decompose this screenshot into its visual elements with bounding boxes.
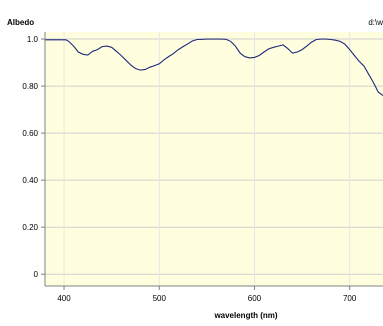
chart-title: Albedo	[7, 18, 34, 27]
x-tick-label: 500	[153, 294, 167, 303]
file-path-label: d:\w	[368, 18, 383, 27]
y-tick-label: 0.80	[22, 82, 38, 91]
x-tick-label: 700	[343, 294, 357, 303]
y-tick-label: 0.20	[22, 223, 38, 232]
series-layer	[45, 38, 383, 96]
x-axis-ticks: 400 500 600 700	[57, 286, 357, 303]
plot-area	[45, 32, 383, 286]
y-tick-label: 0.40	[22, 176, 38, 185]
x-tick-label: 400	[57, 294, 71, 303]
y-tick-label: 0	[34, 270, 39, 279]
y-axis-ticks: 0 0.20 0.40 0.60 0.80 1.0	[22, 35, 45, 279]
x-tick-label: 600	[248, 294, 262, 303]
y-tick-label: 0.60	[22, 129, 38, 138]
x-axis-title: wavelength (nm)	[213, 311, 277, 320]
y-tick-label: 1.0	[27, 35, 39, 44]
albedo-series-line	[45, 38, 383, 96]
